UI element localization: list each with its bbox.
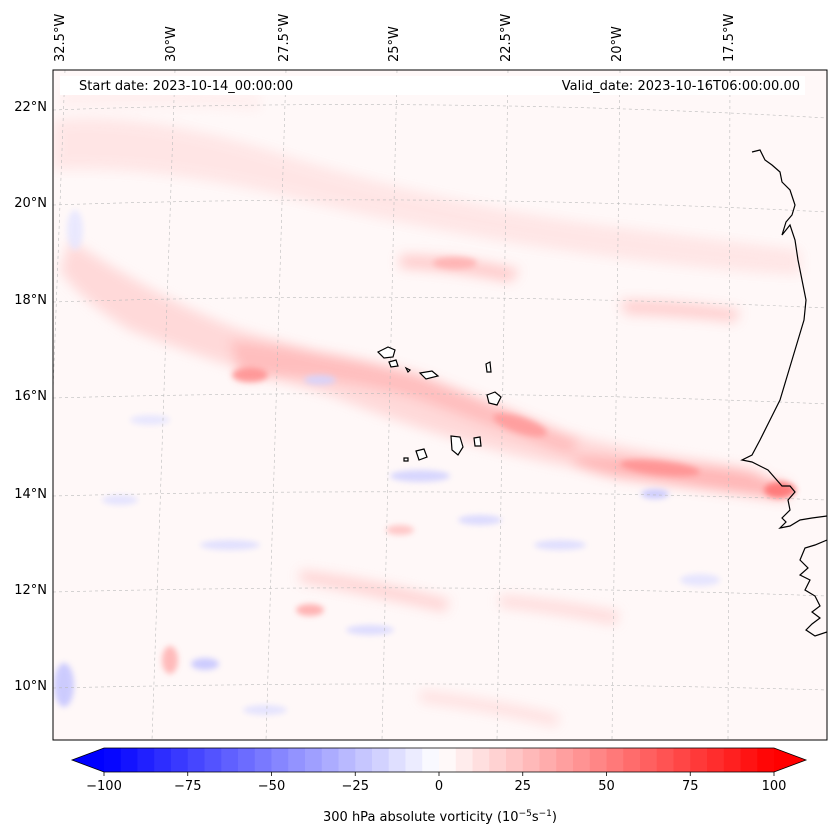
colorbar-cell: [472, 748, 490, 772]
colorbar-cell: [305, 748, 323, 772]
map-panel: [53, 70, 827, 740]
colorbar-cell: [606, 748, 624, 772]
colorbar-tick-label: 25: [514, 779, 531, 794]
colorbar-cell: [372, 748, 390, 772]
colorbar-ticks: −100 −75 −50 −25 0 25 50 75 100: [86, 772, 786, 794]
colorbar-cell: [338, 748, 356, 772]
lon-label: 30°W: [164, 26, 179, 62]
colorbar-cell: [707, 748, 725, 772]
colorbar-cell: [656, 748, 674, 772]
colorbar-tick-label: −25: [342, 779, 369, 794]
colorbar-cell: [204, 748, 222, 772]
lon-label: 17.5°W: [722, 14, 737, 62]
colorbar-tick-label: 0: [435, 779, 443, 794]
lat-label: 20°N: [14, 196, 47, 211]
start-date-label: Start date: 2023-10-14_00:00:00: [79, 79, 293, 94]
colorbar-cell: [623, 748, 641, 772]
vorticity-field: [53, 88, 800, 727]
colorbar-cell: [506, 748, 524, 772]
colorbar-cell: [455, 748, 473, 772]
colorbar-cell: [221, 748, 239, 772]
colorbar-cell: [238, 748, 256, 772]
colorbar-cell: [271, 748, 289, 772]
colorbar-cell: [321, 748, 339, 772]
valid-date-label: Valid_date: 2023-10-16T06:00:00.00: [562, 79, 800, 94]
colorbar-cells: [104, 748, 775, 772]
colorbar-cell: [104, 748, 122, 772]
longitude-labels: 32.5°W 30°W 27.5°W 25°W 22.5°W 20°W 17.5…: [53, 14, 737, 62]
colorbar-cell: [589, 748, 607, 772]
guinea-coastline: [798, 539, 827, 637]
colorbar-cell: [405, 748, 423, 772]
lat-label: 18°N: [14, 293, 47, 308]
colorbar-tick-label: −75: [174, 779, 201, 794]
latitude-labels: 22°N 20°N 18°N 16°N 14°N 12°N 10°N: [14, 100, 47, 694]
colorbar-cell: [171, 748, 189, 772]
graticule: [53, 70, 827, 740]
colorbar-cell: [288, 748, 306, 772]
colorbar-cell: [422, 748, 440, 772]
lat-label: 16°N: [14, 389, 47, 404]
lat-label: 14°N: [14, 487, 47, 502]
africa-coastline: [740, 149, 827, 529]
colorbar-cell: [388, 748, 406, 772]
colorbar-tick-label: 75: [682, 779, 699, 794]
lon-label: 22.5°W: [499, 14, 514, 62]
colorbar: −100 −75 −50 −25 0 25 50 75 100 300 hPa absolute…: [70, 747, 808, 825]
colorbar-cell: [187, 748, 205, 772]
lat-label: 22°N: [14, 100, 47, 115]
colorbar-cell: [640, 748, 658, 772]
colorbar-high-extension: [774, 748, 806, 772]
colorbar-low-extension: [72, 748, 104, 772]
header-band: [60, 76, 805, 95]
colorbar-cell: [757, 748, 775, 772]
colorbar-cell: [556, 748, 574, 772]
colorbar-cell: [489, 748, 507, 772]
lon-label: 20°W: [610, 26, 625, 62]
lat-label: 10°N: [14, 679, 47, 694]
colorbar-cell: [673, 748, 691, 772]
lon-label: 25°W: [387, 26, 402, 62]
colorbar-cell: [690, 748, 708, 772]
colorbar-cell: [439, 748, 457, 772]
lon-label: 27.5°W: [277, 14, 292, 62]
colorbar-cell: [573, 748, 591, 772]
colorbar-cell: [355, 748, 373, 772]
colorbar-cell: [254, 748, 272, 772]
colorbar-tick-label: 100: [762, 779, 787, 794]
colorbar-cell: [539, 748, 557, 772]
lon-label: 32.5°W: [53, 14, 68, 62]
colorbar-cell: [522, 748, 540, 772]
cape-verde-islands: [376, 346, 502, 462]
lat-label: 12°N: [14, 583, 47, 598]
colorbar-cell: [137, 748, 155, 772]
colorbar-title: 300 hPa absolute vorticity (10−5s−1): [323, 809, 557, 825]
colorbar-cell: [120, 748, 138, 772]
colorbar-cell: [723, 748, 741, 772]
map-border: [52, 69, 828, 741]
colorbar-tick-label: −100: [86, 779, 122, 794]
colorbar-tick-label: −50: [258, 779, 285, 794]
colorbar-cell: [154, 748, 172, 772]
colorbar-tick-label: 50: [598, 779, 615, 794]
colorbar-cell: [740, 748, 758, 772]
